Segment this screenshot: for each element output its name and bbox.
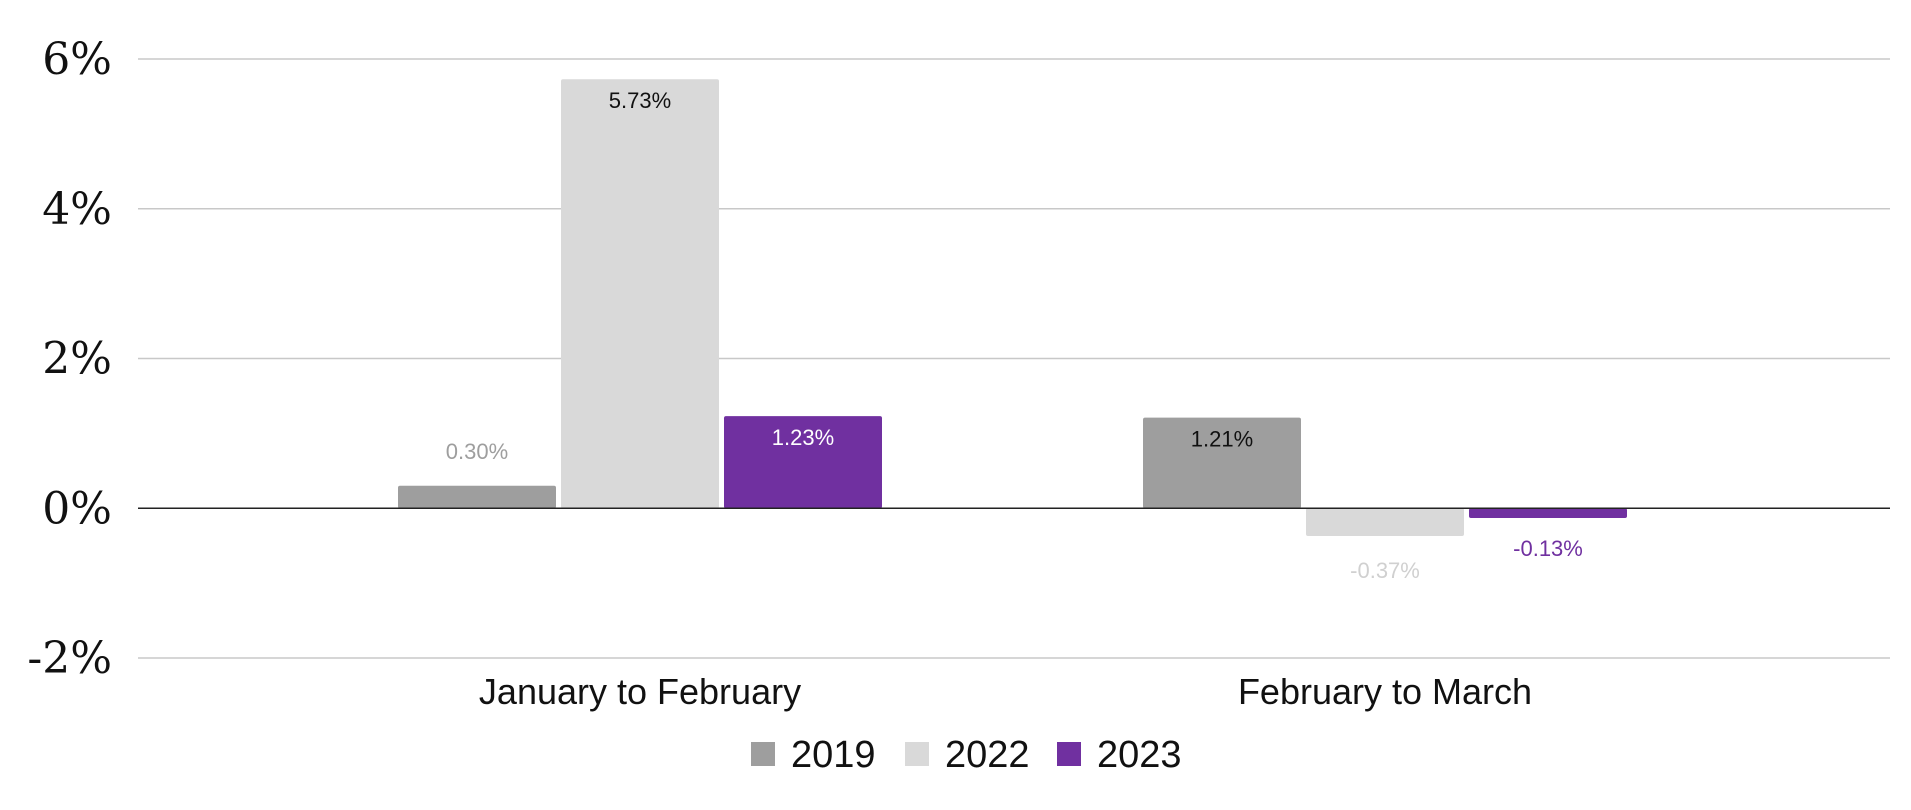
data-label: 1.23% — [772, 425, 834, 450]
bars — [398, 79, 1627, 536]
legend-swatch-2019 — [751, 742, 775, 766]
legend-label: 2019 — [791, 734, 876, 776]
bar-2022-1 — [561, 79, 719, 509]
bar-2019-1 — [398, 485, 556, 509]
y-axis-labels: 6% 4% 2% 0% -2% — [27, 34, 112, 684]
data-label: 1.21% — [1191, 427, 1253, 452]
x-tick-label: January to February — [479, 671, 801, 712]
y-tick-label: 6% — [42, 34, 112, 85]
data-label: 5.73% — [609, 88, 671, 113]
legend-swatch-2022 — [905, 742, 929, 766]
x-axis-labels: January to February February to March — [479, 671, 1532, 712]
data-label: -0.37% — [1350, 558, 1420, 583]
y-tick-label: 0% — [42, 483, 112, 534]
bar-2023-2 — [1469, 508, 1627, 518]
legend-label: 2023 — [1097, 734, 1182, 776]
bar-2019-2 — [1143, 417, 1301, 509]
y-tick-label: -2% — [27, 633, 112, 684]
legend-swatch-2023 — [1057, 742, 1081, 766]
data-label: 0.30% — [446, 439, 508, 464]
gridlines — [138, 58, 1890, 659]
data-labels: 0.30% 1.21% 5.73% -0.37% 1.23% -0.13% — [446, 88, 1583, 583]
legend: 2019 2022 2023 — [751, 734, 1182, 776]
bar-2022-2 — [1306, 508, 1464, 536]
x-tick-label: February to March — [1238, 671, 1532, 712]
y-tick-label: 2% — [42, 334, 112, 385]
y-tick-label: 4% — [42, 184, 112, 235]
data-label: -0.13% — [1513, 536, 1583, 561]
legend-label: 2022 — [945, 734, 1030, 776]
bar-2023-1 — [724, 416, 882, 509]
